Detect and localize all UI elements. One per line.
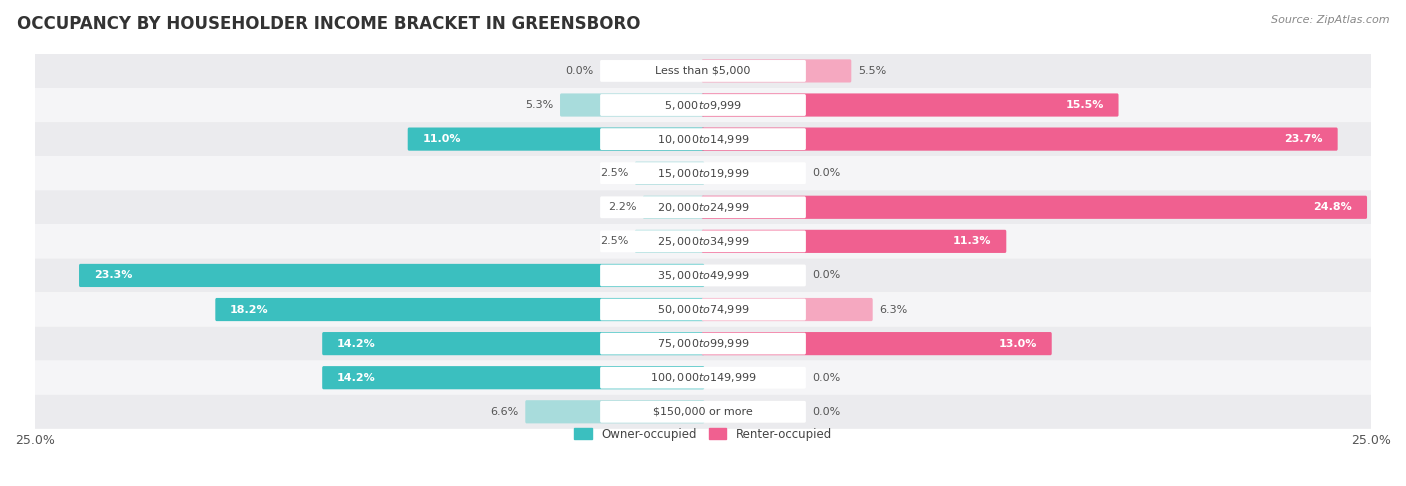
- Text: 11.3%: 11.3%: [953, 236, 991, 246]
- Text: 13.0%: 13.0%: [998, 339, 1038, 348]
- FancyBboxPatch shape: [643, 196, 704, 219]
- FancyBboxPatch shape: [600, 128, 806, 150]
- FancyBboxPatch shape: [636, 162, 704, 185]
- FancyBboxPatch shape: [35, 122, 1371, 156]
- Text: 2.2%: 2.2%: [607, 202, 636, 212]
- Text: 0.0%: 0.0%: [813, 168, 841, 178]
- FancyBboxPatch shape: [79, 264, 704, 287]
- Text: 5.3%: 5.3%: [524, 100, 554, 110]
- FancyBboxPatch shape: [35, 361, 1371, 395]
- Text: 18.2%: 18.2%: [231, 305, 269, 314]
- Text: $10,000 to $14,999: $10,000 to $14,999: [657, 133, 749, 146]
- FancyBboxPatch shape: [600, 333, 806, 354]
- Text: Source: ZipAtlas.com: Source: ZipAtlas.com: [1271, 15, 1389, 25]
- FancyBboxPatch shape: [35, 156, 1371, 190]
- Text: 0.0%: 0.0%: [565, 66, 593, 76]
- Legend: Owner-occupied, Renter-occupied: Owner-occupied, Renter-occupied: [569, 423, 837, 446]
- Text: 14.2%: 14.2%: [337, 373, 375, 382]
- FancyBboxPatch shape: [526, 400, 704, 423]
- Text: 6.3%: 6.3%: [879, 305, 908, 314]
- Text: $75,000 to $99,999: $75,000 to $99,999: [657, 337, 749, 350]
- Text: 23.7%: 23.7%: [1285, 134, 1323, 144]
- Text: $150,000 or more: $150,000 or more: [654, 407, 752, 417]
- FancyBboxPatch shape: [600, 196, 806, 218]
- FancyBboxPatch shape: [600, 401, 806, 423]
- Text: 2.5%: 2.5%: [600, 168, 628, 178]
- FancyBboxPatch shape: [600, 230, 806, 252]
- FancyBboxPatch shape: [600, 367, 806, 389]
- Text: 24.8%: 24.8%: [1313, 202, 1353, 212]
- FancyBboxPatch shape: [322, 332, 704, 355]
- Text: Less than $5,000: Less than $5,000: [655, 66, 751, 76]
- Text: 11.0%: 11.0%: [422, 134, 461, 144]
- Text: $25,000 to $34,999: $25,000 to $34,999: [657, 235, 749, 248]
- FancyBboxPatch shape: [702, 93, 1119, 117]
- FancyBboxPatch shape: [702, 127, 1337, 151]
- FancyBboxPatch shape: [35, 225, 1371, 259]
- Text: 6.6%: 6.6%: [491, 407, 519, 417]
- FancyBboxPatch shape: [215, 298, 704, 321]
- FancyBboxPatch shape: [702, 196, 1367, 219]
- FancyBboxPatch shape: [35, 327, 1371, 361]
- Text: 0.0%: 0.0%: [813, 373, 841, 382]
- FancyBboxPatch shape: [35, 293, 1371, 327]
- FancyBboxPatch shape: [35, 259, 1371, 293]
- FancyBboxPatch shape: [702, 332, 1052, 355]
- Text: 2.5%: 2.5%: [600, 236, 628, 246]
- FancyBboxPatch shape: [408, 127, 704, 151]
- Text: $100,000 to $149,999: $100,000 to $149,999: [650, 371, 756, 384]
- FancyBboxPatch shape: [35, 395, 1371, 429]
- Text: $15,000 to $19,999: $15,000 to $19,999: [657, 167, 749, 180]
- Text: 14.2%: 14.2%: [337, 339, 375, 348]
- FancyBboxPatch shape: [702, 230, 1007, 253]
- FancyBboxPatch shape: [35, 88, 1371, 122]
- Text: 15.5%: 15.5%: [1066, 100, 1104, 110]
- Text: $5,000 to $9,999: $5,000 to $9,999: [664, 99, 742, 111]
- FancyBboxPatch shape: [35, 54, 1371, 88]
- FancyBboxPatch shape: [600, 162, 806, 184]
- FancyBboxPatch shape: [600, 94, 806, 116]
- FancyBboxPatch shape: [636, 230, 704, 253]
- Text: 0.0%: 0.0%: [813, 270, 841, 280]
- Text: $20,000 to $24,999: $20,000 to $24,999: [657, 201, 749, 214]
- FancyBboxPatch shape: [35, 190, 1371, 225]
- Text: $35,000 to $49,999: $35,000 to $49,999: [657, 269, 749, 282]
- Text: 5.5%: 5.5%: [858, 66, 886, 76]
- FancyBboxPatch shape: [560, 93, 704, 117]
- Text: OCCUPANCY BY HOUSEHOLDER INCOME BRACKET IN GREENSBORO: OCCUPANCY BY HOUSEHOLDER INCOME BRACKET …: [17, 15, 640, 33]
- Text: 23.3%: 23.3%: [94, 270, 132, 280]
- Text: 0.0%: 0.0%: [813, 407, 841, 417]
- FancyBboxPatch shape: [702, 59, 851, 83]
- FancyBboxPatch shape: [600, 298, 806, 320]
- Text: $50,000 to $74,999: $50,000 to $74,999: [657, 303, 749, 316]
- FancyBboxPatch shape: [322, 366, 704, 389]
- FancyBboxPatch shape: [702, 298, 873, 321]
- FancyBboxPatch shape: [600, 60, 806, 82]
- FancyBboxPatch shape: [600, 264, 806, 286]
